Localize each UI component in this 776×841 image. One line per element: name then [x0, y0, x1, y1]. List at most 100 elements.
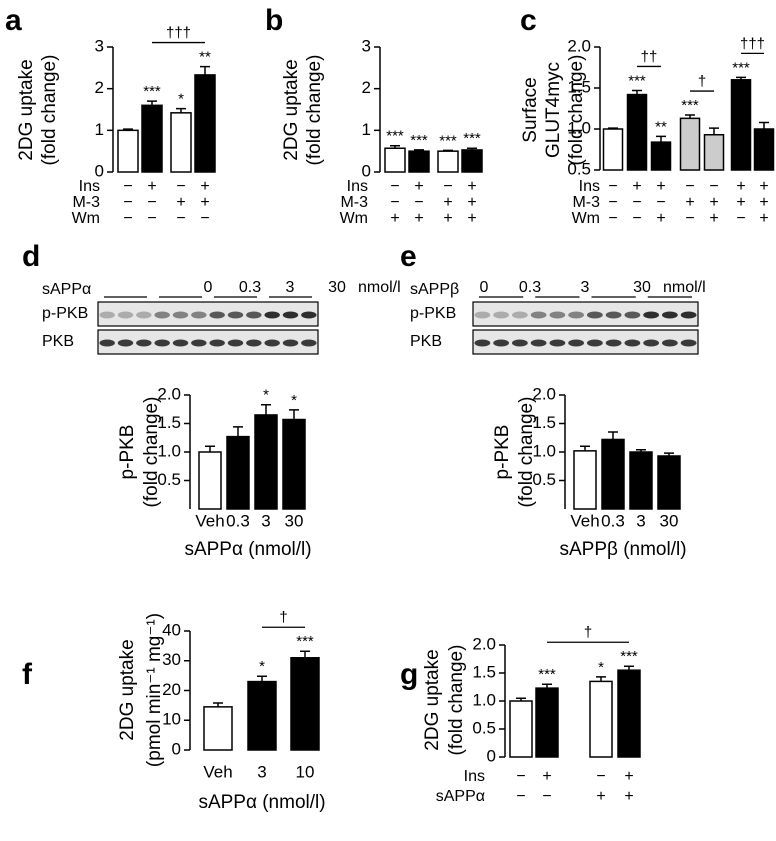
significance-label: * [291, 392, 297, 409]
significance-label: *** [386, 128, 404, 145]
y-axis-label: GLUT4myc [543, 62, 564, 158]
condition-sign: + [736, 178, 745, 195]
bar [141, 104, 163, 173]
condition-sign: − [542, 788, 551, 805]
condition-sign: + [176, 194, 185, 211]
condition-sign: − [656, 194, 665, 211]
blot-dose: 0 [480, 279, 489, 296]
error-bar [709, 127, 719, 135]
blot-dose: 3 [581, 279, 590, 296]
blot-band [117, 339, 134, 347]
error-bar [656, 135, 666, 143]
y-axis-label: p-PKB [117, 425, 138, 480]
y-tick-label: 1 [95, 120, 104, 139]
panel-letter: c [520, 4, 537, 37]
condition-label: Wm [572, 210, 600, 227]
x-tick-label: 3 [636, 511, 645, 530]
error-bar [176, 107, 186, 113]
blot-image [97, 301, 319, 327]
condition-label: Ins [347, 178, 368, 195]
error-bar [467, 147, 477, 150]
y-tick-label: 1.0 [472, 690, 496, 709]
bar [679, 117, 701, 171]
significance-label: *** [538, 666, 556, 683]
condition-label: Ins [79, 178, 100, 195]
y-tick-label: 1.5 [157, 413, 181, 432]
blot-band [154, 339, 170, 347]
bracket-label: † [584, 624, 592, 641]
error-bar [123, 128, 133, 131]
y-tick-label: 2 [362, 78, 371, 97]
bar [437, 150, 459, 173]
condition-label: Wm [72, 210, 100, 227]
y-tick-label: 2.0 [532, 384, 556, 403]
y-tick-label: 30 [162, 650, 181, 669]
blot-band [246, 311, 262, 319]
y-axis-label: Surface [520, 77, 541, 142]
panel-letter: g [400, 658, 418, 691]
blot-dose: 0.3 [519, 279, 541, 296]
bar [589, 680, 613, 758]
error-bar [685, 114, 695, 119]
x-tick-label: 30 [285, 511, 304, 530]
condition-sign: + [685, 194, 694, 211]
panel-letter: b [265, 4, 283, 37]
bar [408, 150, 430, 173]
y-tick-label: 0.5 [157, 470, 181, 489]
blot-band [624, 339, 641, 347]
condition-sign: + [709, 194, 718, 211]
error-bar [608, 431, 618, 440]
condition-label: sAPPα [436, 788, 485, 805]
x-axis-label: sAPPα (nmol/l) [198, 792, 325, 813]
condition-sign: + [200, 194, 209, 211]
condition-label: M-3 [572, 194, 600, 211]
condition-sign: + [709, 210, 718, 227]
y-axis-label: (pmol min⁻¹ mg⁻¹) [144, 613, 165, 767]
y-axis-label: (fold change) [446, 645, 467, 756]
error-bar [608, 127, 618, 129]
blot-band [117, 311, 134, 319]
significance-label: *** [439, 132, 457, 149]
condition-sign: + [390, 210, 399, 227]
y-axis-label: 2DG uptake [16, 59, 37, 160]
blot-band [264, 311, 280, 319]
condition-sign: + [656, 210, 665, 227]
blot-band [282, 311, 299, 319]
y-tick-label: 1.0 [567, 118, 591, 137]
condition-sign: + [200, 178, 209, 195]
blot-dose: 30 [328, 279, 346, 296]
y-tick-label: 0 [362, 161, 371, 180]
condition-sign: + [467, 210, 476, 227]
condition-sign: − [414, 194, 423, 211]
significance-label: *** [296, 633, 314, 650]
blot-band [209, 339, 225, 347]
error-bar [213, 702, 223, 707]
blot-band [605, 339, 622, 347]
blot-band [474, 311, 491, 319]
y-axis-label: p-PKB [492, 425, 513, 480]
condition-sign: − [390, 194, 399, 211]
bar [461, 149, 483, 173]
blot-image [472, 301, 699, 327]
blot-band [549, 311, 566, 319]
condition-sign: + [656, 178, 665, 195]
bar [629, 451, 653, 510]
condition-sign: + [596, 788, 605, 805]
blot-band [282, 339, 299, 347]
y-tick-label: 20 [162, 680, 181, 699]
significance-label: ** [199, 49, 211, 66]
blot-band [136, 311, 152, 319]
bar [226, 435, 250, 510]
bar [535, 687, 559, 758]
condition-sign: + [443, 194, 452, 211]
bracket-label: † [279, 609, 287, 626]
blot-band [154, 311, 170, 319]
error-bar [580, 445, 590, 451]
blot-row-label: p-PKB [410, 305, 456, 322]
panel-letter: a [5, 4, 22, 37]
blot-band [662, 339, 678, 347]
y-tick-label: 40 [162, 620, 181, 639]
bar [730, 79, 752, 171]
bar [753, 128, 775, 171]
error-bar [632, 89, 642, 95]
